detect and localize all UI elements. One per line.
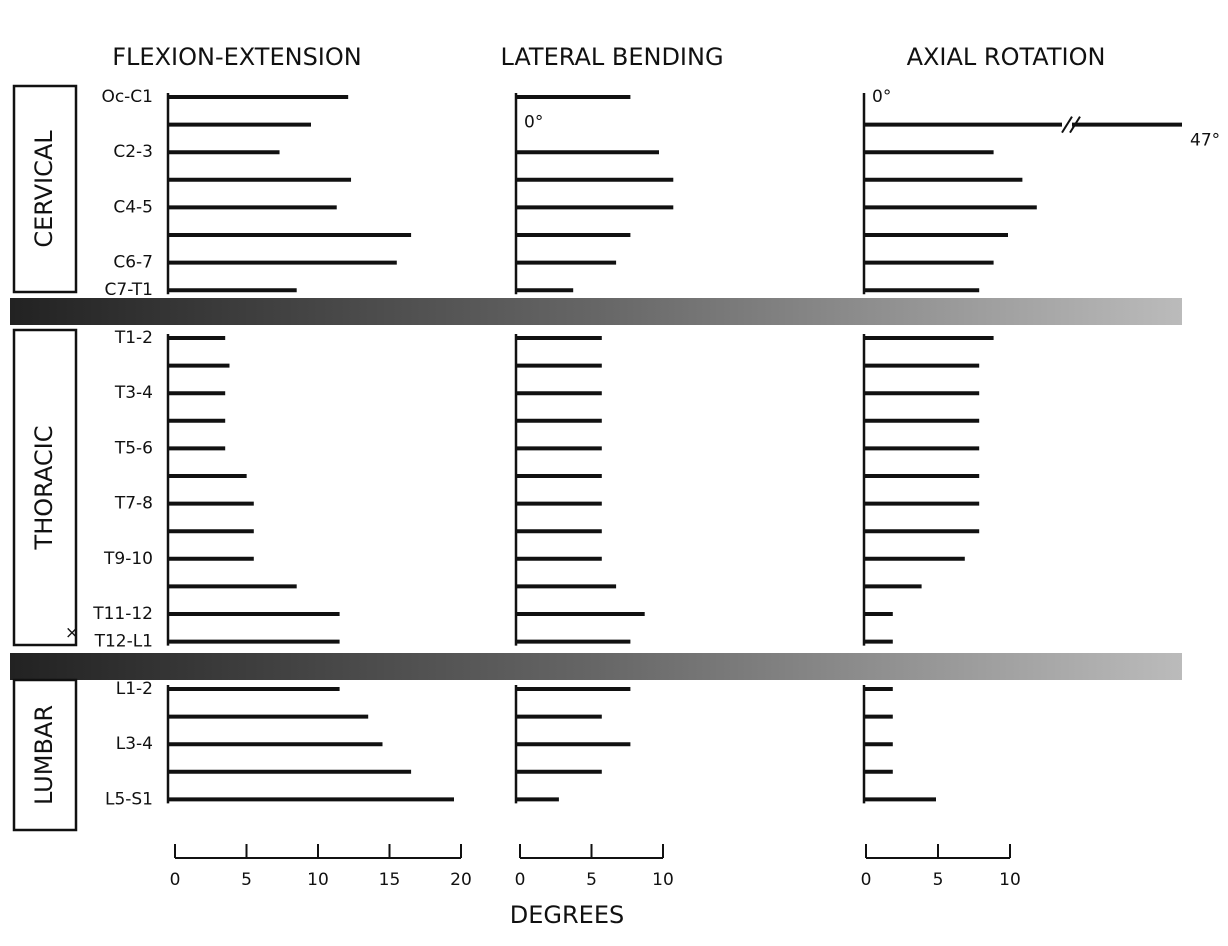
row-label: T9-10 — [103, 549, 153, 569]
x-tick-label: 15 — [379, 870, 401, 890]
panel-title: LATERAL BENDING — [500, 43, 723, 71]
row-label: T5-6 — [114, 438, 153, 458]
x-tick-label: 5 — [241, 870, 252, 890]
row-label: T12-L1 — [94, 632, 153, 652]
x-tick-label: 20 — [450, 870, 472, 890]
x-axis-label: DEGREES — [510, 901, 624, 929]
row-label: C2-3 — [113, 142, 153, 162]
bar-break — [1061, 116, 1073, 134]
row-label: T1-2 — [114, 328, 153, 348]
group-box — [12, 84, 78, 294]
row-label: T11-12 — [92, 604, 153, 624]
row-label: L5-S1 — [105, 789, 153, 809]
x-tick-label: 10 — [999, 870, 1021, 890]
x-tick-label: 10 — [652, 870, 674, 890]
x-tick-label: 0 — [861, 870, 872, 890]
group-label: THORACIC — [30, 426, 58, 551]
row-label: L3-4 — [116, 734, 153, 754]
row-label: C7-T1 — [105, 280, 153, 300]
row-label: T7-8 — [114, 494, 153, 514]
group-box — [12, 328, 78, 647]
value-label: 47° — [1190, 131, 1220, 151]
x-tick-label: 5 — [586, 870, 597, 890]
panel-title: AXIAL ROTATION — [907, 43, 1106, 71]
row-label: Oc-C1 — [101, 87, 153, 107]
row-label: T3-4 — [114, 383, 153, 403]
row-label: C6-7 — [113, 253, 153, 273]
group-label: CERVICAL — [30, 130, 58, 248]
x-tick-label: 10 — [307, 870, 329, 890]
value-label: 0° — [524, 113, 543, 133]
group-label: LUMBAR — [30, 705, 58, 805]
separator-band — [10, 298, 1182, 325]
row-label: L1-2 — [116, 679, 153, 699]
x-tick-label: 0 — [170, 870, 181, 890]
separator-band — [10, 653, 1182, 680]
x-tick-label: 5 — [933, 870, 944, 890]
row-label: C4-5 — [113, 197, 153, 217]
panel-title: FLEXION-EXTENSION — [112, 43, 361, 71]
value-label: 0° — [872, 87, 891, 107]
x-tick-label: 0 — [515, 870, 526, 890]
group-box — [12, 678, 78, 832]
